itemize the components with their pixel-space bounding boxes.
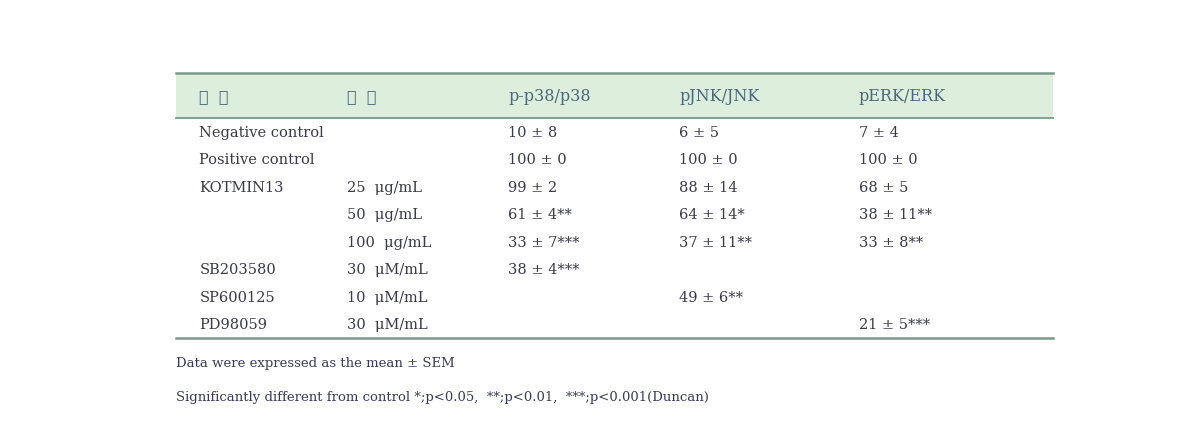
Text: pJNK/JNK: pJNK/JNK [679,88,759,105]
Bar [176,74,1052,119]
Text: KOTMIN13: KOTMIN13 [200,181,284,194]
Text: 7 ± 4: 7 ± 4 [859,125,898,140]
Text: 88 ± 14: 88 ± 14 [679,181,738,194]
Text: 33 ± 8**: 33 ± 8** [859,235,923,249]
Text: Negative control: Negative control [200,125,324,140]
Text: p-p38/p38: p-p38/p38 [508,88,591,105]
Text: 37 ± 11**: 37 ± 11** [679,235,752,249]
Text: 38 ± 4***: 38 ± 4*** [508,263,580,276]
Text: 99 ± 2: 99 ± 2 [508,181,558,194]
Text: Significantly different from control *;p<0.05,  **;p<0.01,  ***;p<0.001(Duncan): Significantly different from control *;p… [176,390,709,403]
Text: 10 ± 8: 10 ± 8 [508,125,558,140]
Text: 38 ± 11**: 38 ± 11** [859,208,932,222]
Text: 30  μM/mL: 30 μM/mL [347,263,427,276]
Text: pERK/ERK: pERK/ERK [859,88,946,105]
Text: 64 ± 14*: 64 ± 14* [679,208,745,222]
Text: SP600125: SP600125 [200,290,275,304]
Text: 10  μM/mL: 10 μM/mL [347,290,427,304]
Text: 50  μg/mL: 50 μg/mL [347,208,422,222]
Text: 61 ± 4**: 61 ± 4** [508,208,572,222]
Text: 30  μM/mL: 30 μM/mL [347,317,427,332]
Text: PD98059: PD98059 [200,317,268,332]
Text: 100 ± 0: 100 ± 0 [508,153,568,167]
Text: 그  룹: 그 룹 [200,88,228,105]
Text: 21 ± 5***: 21 ± 5*** [859,317,931,332]
Text: 6 ± 5: 6 ± 5 [679,125,719,140]
Text: 100 ± 0: 100 ± 0 [679,153,738,167]
Text: 49 ± 6**: 49 ± 6** [679,290,743,304]
Text: 33 ± 7***: 33 ± 7*** [508,235,580,249]
Text: 농  도: 농 도 [347,88,376,105]
Text: 100  μg/mL: 100 μg/mL [347,235,432,249]
Text: Data were expressed as the mean ± SEM: Data were expressed as the mean ± SEM [176,356,455,369]
Text: 25  μg/mL: 25 μg/mL [347,181,422,194]
Text: SB203580: SB203580 [200,263,276,276]
Text: Positive control: Positive control [200,153,315,167]
Text: 68 ± 5: 68 ± 5 [859,181,908,194]
Text: 100 ± 0: 100 ± 0 [859,153,917,167]
